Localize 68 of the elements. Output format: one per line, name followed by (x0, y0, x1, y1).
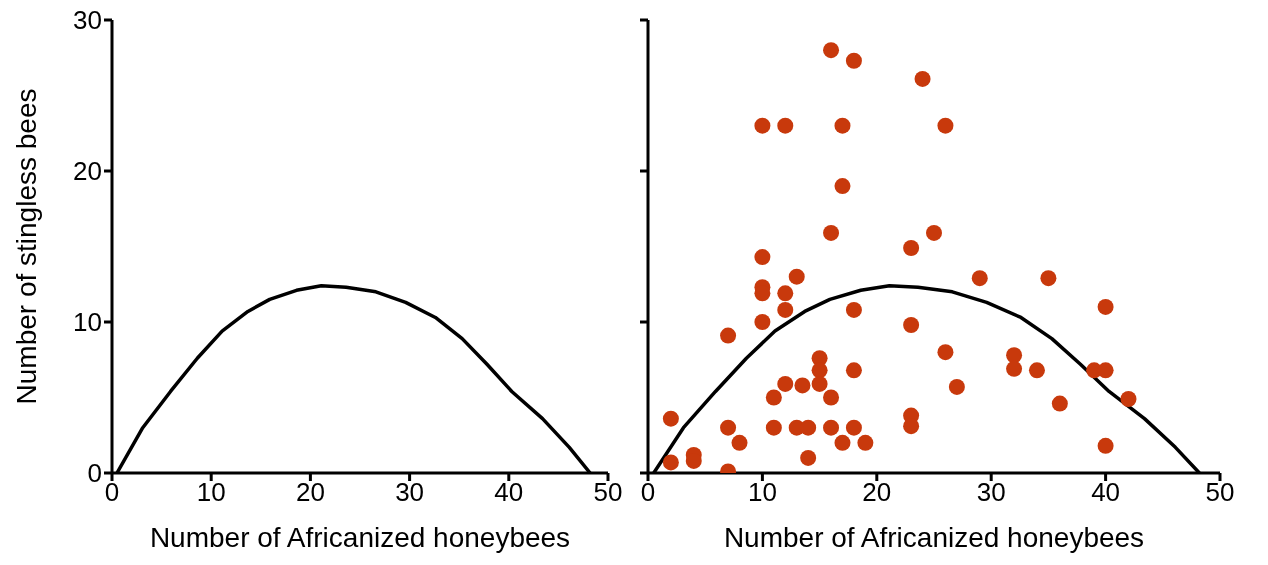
point (811, 375, 828, 392)
point (937, 344, 954, 361)
x-tick-label: 40 (494, 477, 524, 508)
point (731, 434, 748, 451)
point (777, 301, 794, 318)
point (834, 117, 851, 134)
point (1028, 362, 1045, 379)
x-tick-label: 10 (196, 477, 226, 508)
point (903, 240, 920, 257)
point (754, 314, 771, 330)
x-tick-label: 50 (593, 477, 623, 508)
point (823, 419, 840, 436)
point (845, 301, 862, 318)
x-axis-title: Number of Africanized honeybees (149, 522, 571, 553)
point (811, 362, 828, 379)
x-tick-label: 20 (862, 477, 892, 508)
point (1120, 391, 1137, 408)
point (937, 117, 954, 134)
x-tick-label: 40 (1091, 477, 1121, 508)
point (971, 270, 988, 287)
y-tick-label: 30 (73, 5, 102, 36)
point (1097, 437, 1114, 454)
point (903, 418, 920, 435)
x-tick-label: 0 (640, 477, 656, 508)
x-axis-title: Number of Africanized honeybees (723, 522, 1145, 553)
point (788, 268, 805, 285)
x-tick-label: 20 (295, 477, 325, 508)
point (720, 419, 737, 436)
point (845, 52, 862, 69)
point (926, 224, 942, 241)
point (754, 249, 771, 266)
point (823, 224, 840, 241)
point (845, 419, 862, 436)
x-tick-label: 50 (1205, 477, 1235, 508)
point (662, 410, 679, 427)
point (823, 42, 840, 59)
y-tick-label: 0 (87, 458, 102, 489)
point (794, 377, 811, 394)
point (948, 378, 965, 395)
point (845, 362, 862, 379)
point (720, 327, 737, 344)
point (914, 70, 931, 87)
point (765, 389, 782, 406)
point (1040, 270, 1057, 287)
point (1006, 347, 1023, 364)
point (823, 389, 840, 406)
x-tick-label: 30 (976, 477, 1006, 508)
y-axis-title: Number of stingless bees (10, 88, 42, 405)
point (777, 375, 794, 392)
point (777, 285, 794, 302)
y-tick-label: 20 (73, 156, 102, 187)
point (800, 449, 817, 466)
point (777, 117, 794, 134)
y-tick-label: 10 (73, 307, 102, 338)
point (1097, 298, 1114, 315)
point (1051, 395, 1068, 412)
point (754, 117, 771, 134)
point (834, 178, 851, 195)
point (857, 434, 874, 451)
x-tick-label: 10 (747, 477, 777, 508)
point (903, 317, 920, 334)
point (662, 454, 679, 471)
x-tick-label: 30 (395, 477, 425, 508)
point (1006, 360, 1023, 377)
point (834, 434, 851, 451)
point (765, 419, 782, 436)
point (800, 419, 817, 436)
point (1097, 362, 1114, 379)
